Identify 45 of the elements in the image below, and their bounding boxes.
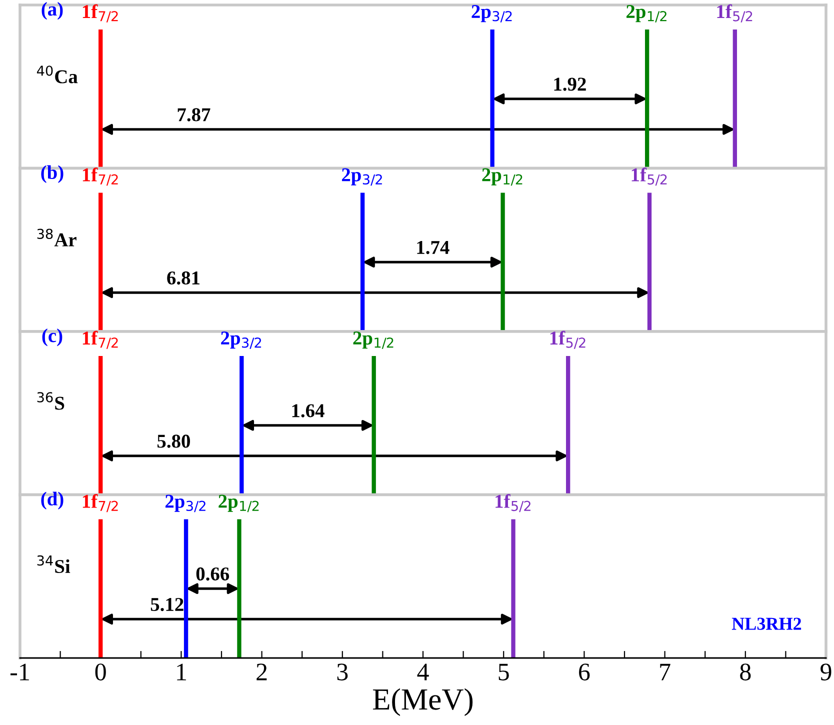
x-tick-label: 1 [177,664,186,680]
series-label: 1f$_{5/2}$ [496,494,530,512]
annotation: 6.81 [167,271,200,285]
series-label: 2p$_{1/2}$ [353,332,394,349]
x-tick-label: 6 [579,664,590,680]
x-axis-title: E(MeV) [372,688,473,716]
series-label: 1f$_{7/2}$ [82,330,118,349]
series-label: 1f$_{5/2}$ [632,168,667,186]
series-label: 2p$_{1/2}$ [626,5,666,22]
annotation: 1.64 [292,404,324,418]
x-tick-label: 0 [95,664,106,680]
annotation: 1.92 [554,78,586,91]
annotation: NL3RH2 [732,618,802,630]
series-label: 1f$_{5/2}$ [550,330,586,349]
x-tick-label: 2 [256,664,267,680]
series-label: 2p$_{3/2}$ [342,168,382,186]
annotation: 5.12 [150,598,184,612]
series-label: 1f$_{7/2}$ [82,168,118,186]
annotation: 1.74 [417,240,450,254]
text: (a) [42,2,63,20]
x-tick-label: -1 [10,664,29,680]
series-label: 2p$_{3/2}$ [472,5,512,22]
series-label: 2p$_{1/2}$ [218,494,259,512]
x-tick-label: 9 [820,664,832,680]
annotation: (d) [41,492,64,510]
x-tick-label: 7 [660,664,670,680]
annotation: 0.66 [196,567,230,581]
annotation: (b) [41,165,64,183]
x-tick-label: 3 [337,664,348,680]
series-label: 1f$_{7/2}$ [82,4,118,22]
annotation: $^{40}$Ca [36,66,78,84]
annotation: $^{34}$Si [37,555,70,574]
series-label: 2p$_{1/2}$ [482,168,522,186]
series-label: 2p$_{3/2}$ [221,332,262,349]
x-tick-label: 8 [740,664,751,680]
series-label: 2p$_{3/2}$ [165,494,206,512]
series-label: 1f$_{7/2}$ [82,494,118,512]
annotation: 7.87 [178,108,210,122]
annotation: $^{36}$S [37,392,64,410]
series-label: 1f$_{5/2}$ [717,4,752,22]
annotation: (c) [42,328,62,346]
x-tick-label: 5 [498,664,509,680]
annotation: $^{38}$Ar [37,228,76,246]
annotation: 5.80 [157,434,190,448]
x-tick-label: 4 [417,664,429,680]
